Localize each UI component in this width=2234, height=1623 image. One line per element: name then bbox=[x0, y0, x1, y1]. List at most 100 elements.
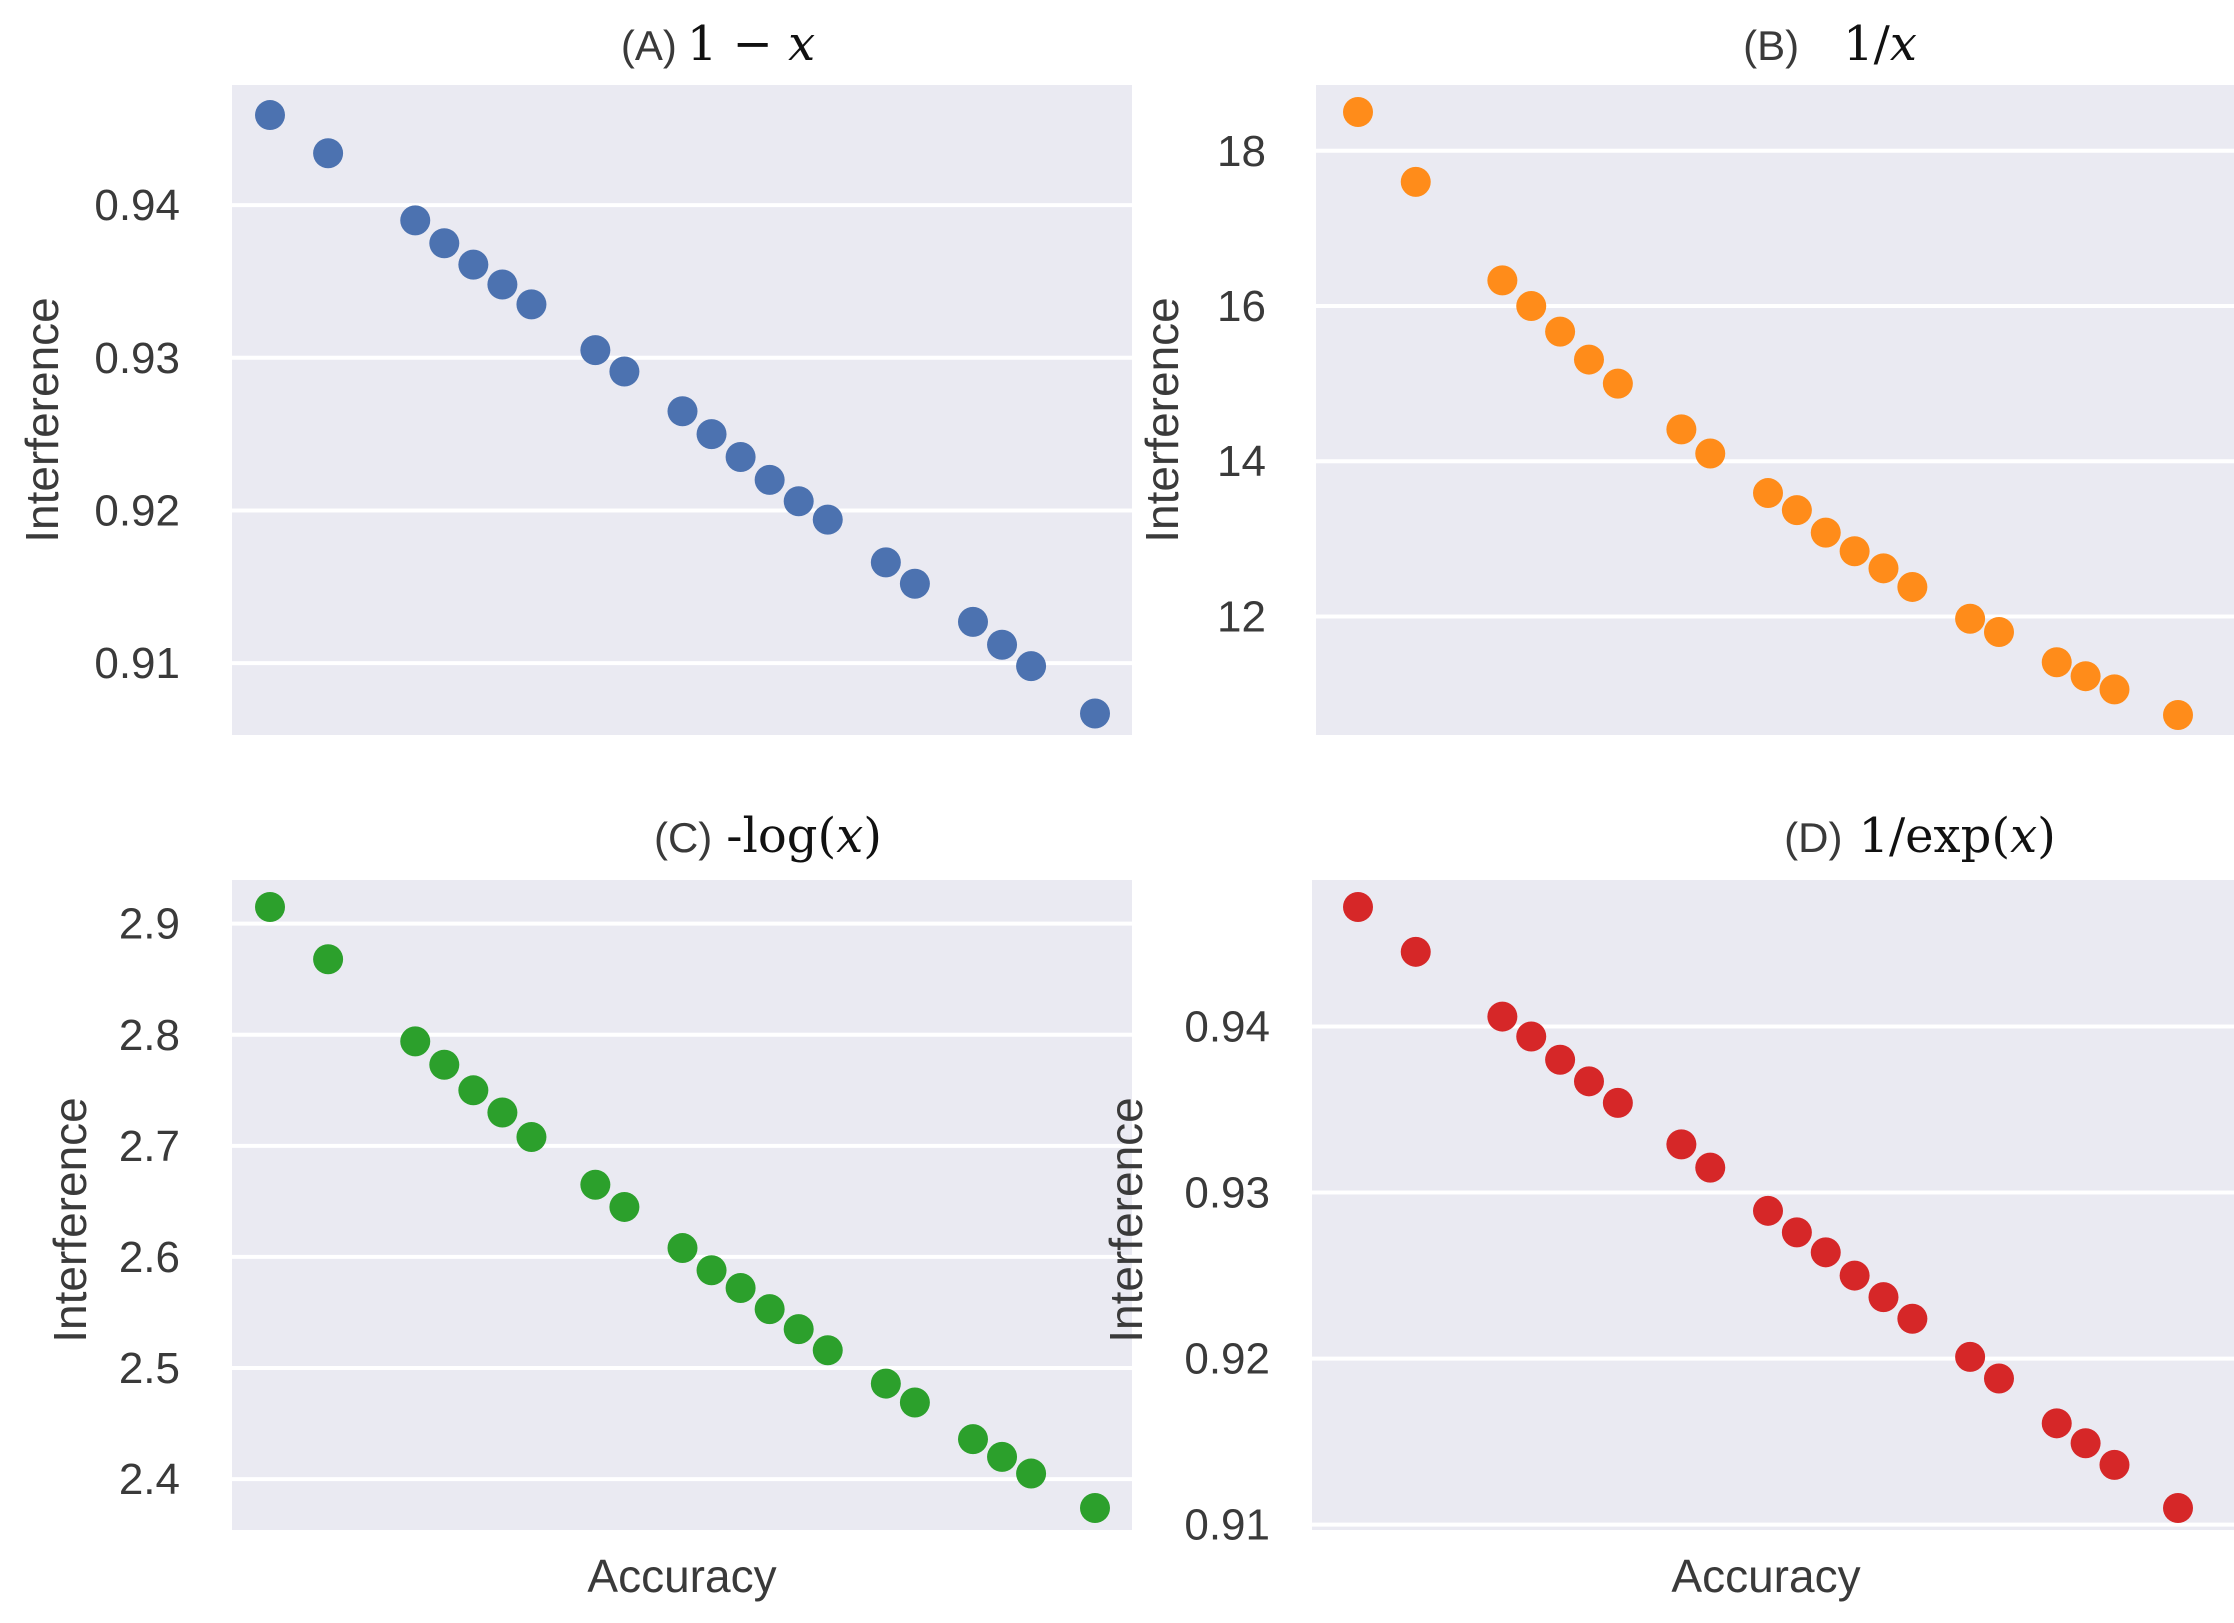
data-point-c-8 bbox=[609, 1191, 640, 1222]
title-prefix-d: (D) bbox=[1784, 814, 1842, 861]
data-point-c-9 bbox=[667, 1233, 698, 1264]
y-tick-labels-b: 18 16 14 12 bbox=[1217, 127, 1266, 642]
data-point-c-3 bbox=[429, 1049, 460, 1080]
y-tick-label-c-4: 2.5 bbox=[119, 1344, 180, 1393]
data-point-d-0 bbox=[1343, 892, 1373, 922]
data-point-c-18 bbox=[987, 1441, 1018, 1472]
y-tick-label-b-3: 12 bbox=[1217, 592, 1266, 641]
data-point-d-2 bbox=[1487, 1001, 1518, 1032]
data-point-d-9 bbox=[1753, 1195, 1783, 1226]
y-axis-label-a: Interference bbox=[16, 297, 68, 542]
y-tick-label-c-2: 2.7 bbox=[119, 1122, 180, 1171]
y-tick-labels-d: 0.94 0.93 0.92 0.91 bbox=[1184, 1003, 1270, 1550]
data-point-c-10 bbox=[696, 1255, 727, 1286]
y-tick-label-c-3: 2.6 bbox=[119, 1233, 180, 1282]
data-point-b-14 bbox=[1897, 571, 1928, 602]
y-tick-label-a-0: 0.94 bbox=[94, 181, 180, 230]
data-point-a-4 bbox=[458, 249, 489, 280]
title-prefix-b: (B) bbox=[1743, 22, 1799, 69]
data-point-a-16 bbox=[899, 568, 930, 599]
data-point-d-8 bbox=[1695, 1152, 1726, 1183]
data-point-b-6 bbox=[1602, 368, 1633, 399]
data-point-b-4 bbox=[1545, 316, 1576, 347]
data-point-d-17 bbox=[2041, 1408, 2072, 1439]
data-point-b-7 bbox=[1666, 414, 1697, 445]
title-prefix-a: (A) bbox=[621, 22, 677, 69]
y-tick-label-d-2: 0.92 bbox=[1184, 1335, 1270, 1384]
data-point-b-10 bbox=[1781, 495, 1812, 526]
data-point-c-13 bbox=[783, 1314, 814, 1345]
data-point-d-12 bbox=[1839, 1260, 1870, 1291]
y-tick-label-b-0: 18 bbox=[1217, 127, 1266, 176]
data-point-c-11 bbox=[725, 1273, 756, 1304]
y-tick-label-b-1: 16 bbox=[1217, 282, 1266, 331]
y-tick-labels-a: 0.94 0.93 0.92 0.91 bbox=[94, 181, 180, 688]
data-point-b-12 bbox=[1839, 536, 1870, 567]
data-point-c-7 bbox=[580, 1169, 611, 1200]
title-prefix-c: (C) bbox=[654, 814, 712, 861]
data-points-d bbox=[1343, 892, 2193, 1523]
data-point-a-18 bbox=[987, 629, 1018, 660]
y-axis-label-b: Interference bbox=[1136, 297, 1188, 542]
title-c: (C) -log(𝑥) bbox=[654, 808, 882, 864]
y-tick-label-d-3: 0.91 bbox=[1184, 1501, 1270, 1550]
panel-c: 2.9 2.8 2.7 2.6 2.5 2.4 Interference Accuracy… bbox=[44, 808, 1132, 1602]
data-point-c-2 bbox=[400, 1026, 431, 1057]
plot-area-c bbox=[232, 880, 1132, 1530]
data-point-c-15 bbox=[870, 1368, 901, 1399]
y-tick-label-c-1: 2.8 bbox=[119, 1011, 180, 1060]
data-point-a-7 bbox=[580, 335, 611, 366]
data-point-a-13 bbox=[783, 486, 814, 517]
data-point-d-5 bbox=[1573, 1066, 1604, 1097]
y-tick-label-a-1: 0.93 bbox=[94, 334, 180, 383]
data-point-a-19 bbox=[1016, 651, 1047, 682]
data-point-b-2 bbox=[1487, 265, 1518, 296]
gridlines-c bbox=[232, 921, 1132, 1482]
data-point-a-8 bbox=[609, 356, 640, 387]
data-point-d-1 bbox=[1400, 936, 1431, 967]
gridlines-b bbox=[1316, 148, 2234, 619]
title-d: (D) 1/exp(𝑥) bbox=[1784, 808, 2056, 864]
data-point-b-16 bbox=[1983, 616, 2014, 647]
data-point-b-1 bbox=[1400, 166, 1431, 197]
data-point-c-19 bbox=[1016, 1458, 1047, 1489]
panel-a: 0.94 0.93 0.92 0.91 Interference (A) 1 − 𝑥 bbox=[16, 16, 1132, 735]
title-formula-c: -log(𝑥) bbox=[726, 808, 882, 864]
y-tick-label-a-3: 0.91 bbox=[94, 639, 180, 688]
data-point-b-13 bbox=[1868, 553, 1899, 584]
data-points-c bbox=[255, 892, 1110, 1523]
x-axis-label-c: Accuracy bbox=[587, 1550, 776, 1602]
data-point-a-12 bbox=[754, 464, 785, 495]
data-point-a-6 bbox=[516, 289, 547, 320]
data-point-b-19 bbox=[2099, 674, 2130, 705]
data-point-d-6 bbox=[1602, 1087, 1633, 1118]
y-tick-label-a-2: 0.92 bbox=[94, 486, 180, 535]
title-b: (B) 1/𝑥 bbox=[1743, 16, 1917, 72]
panel-b: 18 16 14 12 Interference (B) 1/𝑥 bbox=[1136, 16, 2234, 735]
data-point-b-15 bbox=[1955, 603, 1986, 634]
data-point-c-5 bbox=[487, 1097, 518, 1128]
data-point-b-18 bbox=[2070, 661, 2101, 692]
data-points-a bbox=[255, 100, 1110, 729]
data-point-a-9 bbox=[667, 396, 698, 427]
data-point-a-0 bbox=[255, 100, 285, 131]
plot-area-b bbox=[1316, 85, 2234, 735]
data-point-d-3 bbox=[1516, 1021, 1547, 1052]
data-point-d-13 bbox=[1868, 1282, 1899, 1313]
data-points-b bbox=[1343, 97, 2193, 730]
data-point-a-11 bbox=[725, 442, 756, 473]
title-formula-b: 1/𝑥 bbox=[1843, 16, 1917, 72]
x-axis-label-d: Accuracy bbox=[1671, 1550, 1860, 1602]
data-point-a-14 bbox=[812, 504, 843, 535]
data-point-b-3 bbox=[1516, 291, 1547, 322]
data-point-d-14 bbox=[1897, 1303, 1928, 1334]
data-point-a-10 bbox=[696, 419, 727, 450]
data-point-b-11 bbox=[1810, 517, 1841, 548]
title-formula-a: 1 − 𝑥 bbox=[687, 16, 815, 72]
data-point-c-12 bbox=[754, 1294, 785, 1325]
data-point-a-1 bbox=[313, 138, 344, 169]
data-point-c-4 bbox=[458, 1075, 489, 1106]
data-point-c-1 bbox=[313, 944, 344, 975]
data-point-c-17 bbox=[957, 1424, 988, 1455]
gridlines-d bbox=[1312, 1024, 2234, 1527]
